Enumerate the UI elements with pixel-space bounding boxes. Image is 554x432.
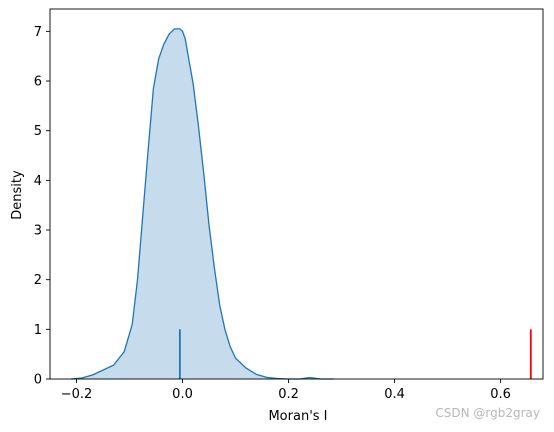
- y-tick-label: 0: [34, 373, 42, 388]
- x-axis: −0.2 0.0 0.2 0.4 0.6: [61, 379, 511, 402]
- plot-area: [49, 8, 544, 380]
- density-line-0: [71, 28, 334, 380]
- x-tick-label: 0.0: [172, 387, 193, 402]
- x-tick-label: 0.2: [278, 387, 299, 402]
- x-tick-label: 0.6: [490, 387, 511, 402]
- y-tick-label: 3: [34, 224, 42, 239]
- x-tick-label: −0.2: [61, 387, 93, 402]
- watermark: CSDN @rgb2gray: [435, 406, 540, 420]
- y-tick-label: 1: [34, 323, 42, 338]
- y-axis: 0 1 2 3 4 5 6 7: [34, 25, 50, 388]
- density-fill-0: [71, 28, 334, 380]
- y-tick-label: 5: [34, 124, 42, 139]
- y-axis-label: Density: [10, 170, 25, 220]
- y-tick-label: 7: [34, 25, 42, 40]
- y-tick-label: 6: [34, 75, 42, 90]
- y-tick-label: 4: [34, 174, 42, 189]
- x-axis-label: Moran's I: [268, 409, 327, 424]
- x-tick-label: 0.4: [384, 387, 405, 402]
- y-tick-label: 2: [34, 273, 42, 288]
- plot-frame: [49, 8, 544, 380]
